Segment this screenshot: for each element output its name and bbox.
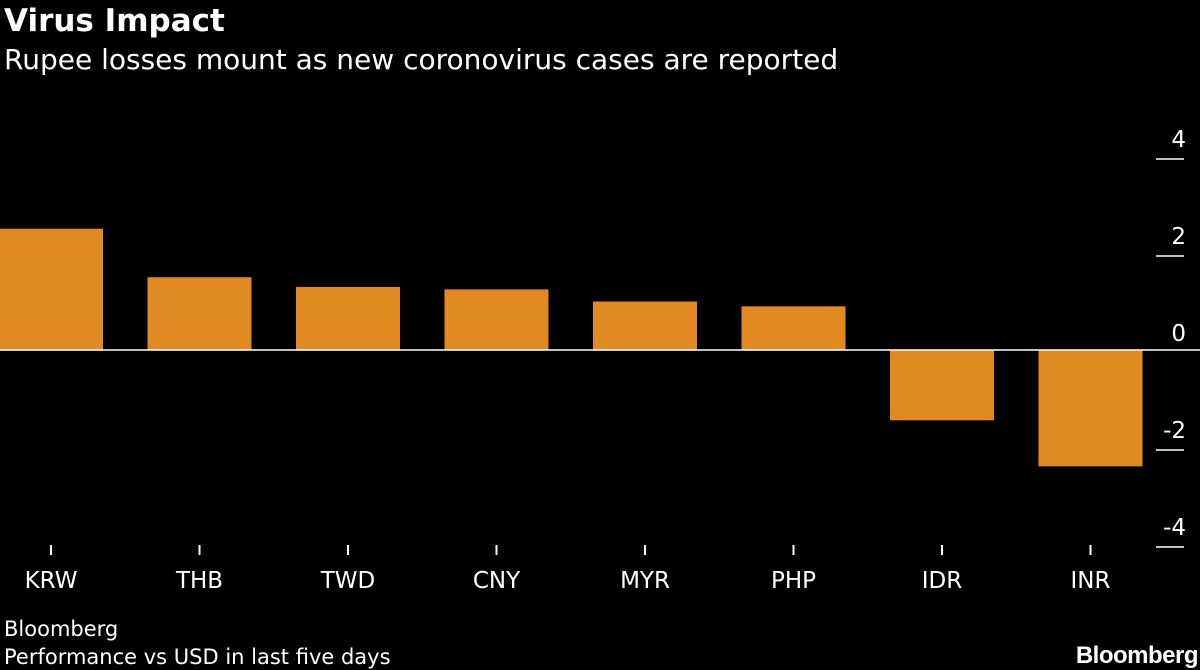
y-tick-label-neg4: -4 [1163, 515, 1186, 541]
x-tick-label-idr: IDR [922, 568, 962, 594]
x-tick-label-thb: THB [175, 568, 223, 594]
bar-thb [147, 277, 252, 350]
chart-subtitle: Rupee losses mount as new coronovirus ca… [4, 43, 839, 76]
bar-inr [1038, 350, 1143, 467]
x-tick-label-php: PHP [771, 568, 816, 594]
x-tick-label-krw: KRW [25, 568, 78, 594]
source-label: Bloomberg [4, 617, 119, 641]
bloomberg-logo: Bloomberg [1075, 642, 1199, 669]
y-tick-label-2: 2 [1171, 224, 1186, 250]
footnote: Performance vs USD in last five days [4, 645, 391, 669]
bar-idr [890, 350, 994, 421]
x-tick-label-cny: CNY [473, 568, 521, 594]
bar-twd [296, 286, 400, 350]
bar-cny [444, 289, 549, 350]
bars-group [0, 228, 1143, 467]
y-tick-label-4: 4 [1171, 127, 1186, 153]
bar-php [741, 306, 846, 350]
x-tick-label-myr: MYR [620, 568, 670, 594]
y-tick-label-0: 0 [1171, 321, 1186, 347]
bar-myr [593, 301, 697, 350]
y-tick-label-neg2: -2 [1163, 418, 1186, 444]
chart-title: Virus Impact [4, 3, 225, 39]
x-tick-label-inr: INR [1071, 568, 1111, 594]
x-axis: KRW THB TWD CNY MYR PHP IDR INR [25, 545, 1111, 594]
bar-krw [0, 228, 103, 350]
x-tick-label-twd: TWD [320, 568, 376, 594]
y-axis: 4 2 0 -2 -4 [1156, 127, 1186, 548]
